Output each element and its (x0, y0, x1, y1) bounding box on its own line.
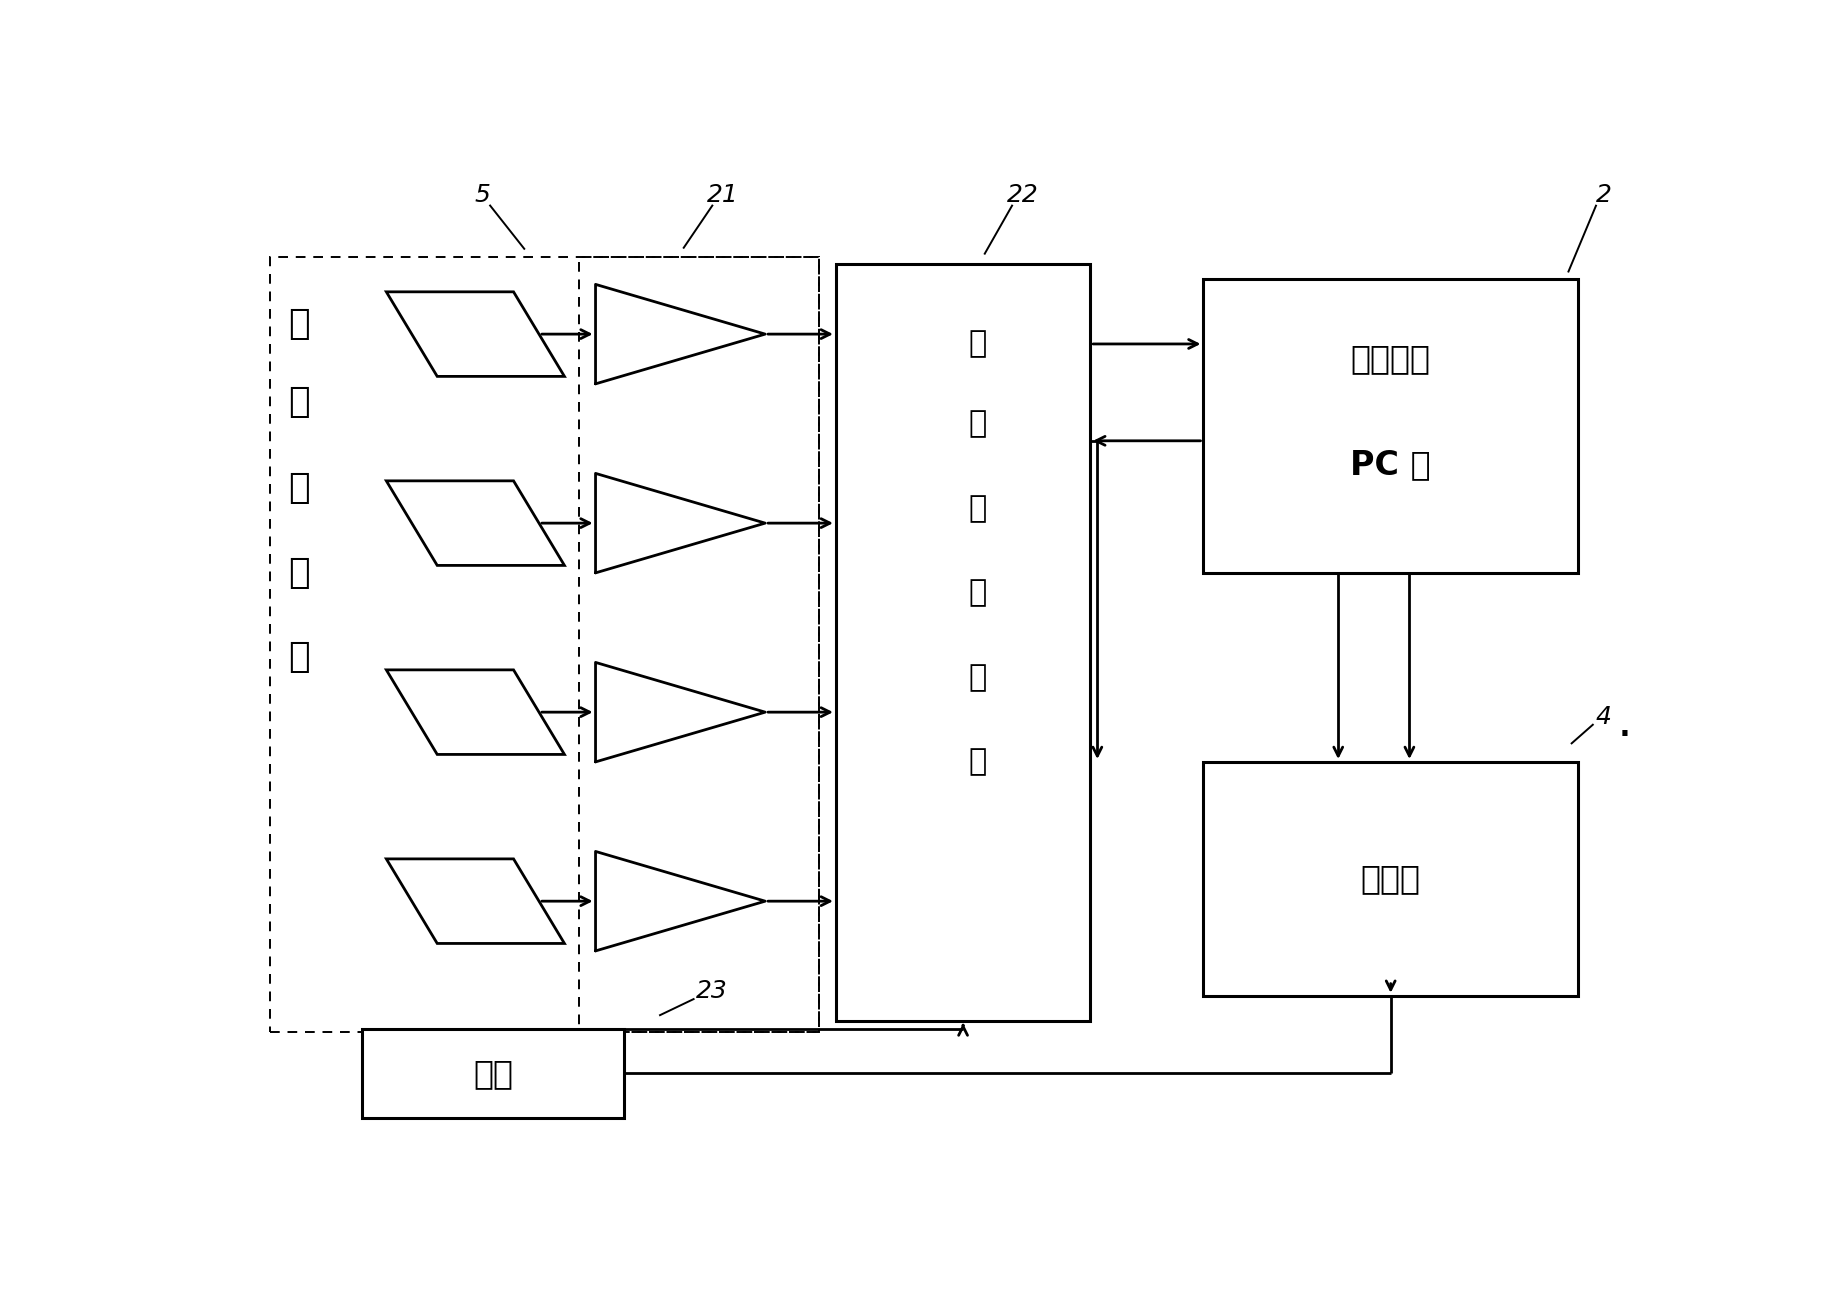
Bar (270, 257, 819, 1032)
Text: 数据处理: 数据处理 (1351, 342, 1429, 375)
Text: .: . (1615, 698, 1632, 745)
Text: 功: 功 (968, 494, 986, 523)
Text: 块: 块 (968, 747, 986, 776)
Text: 23: 23 (695, 979, 727, 1003)
Text: 传: 传 (288, 472, 310, 505)
Bar (578, 257, 819, 1032)
Text: 平: 平 (968, 329, 986, 359)
Text: 衡: 衡 (968, 410, 986, 438)
Polygon shape (386, 669, 563, 755)
Text: 4: 4 (1595, 705, 1610, 729)
Text: 22: 22 (1006, 183, 1037, 207)
Text: 能: 能 (968, 579, 986, 607)
Text: PC 机: PC 机 (1349, 448, 1431, 481)
Text: 感: 感 (288, 556, 310, 590)
Text: 打印机: 打印机 (1360, 862, 1420, 895)
Polygon shape (386, 859, 563, 943)
Text: 电源: 电源 (472, 1057, 512, 1089)
Text: 压: 压 (288, 307, 310, 341)
Text: 器: 器 (288, 641, 310, 674)
Bar (1203, 762, 1577, 996)
Text: 2: 2 (1595, 183, 1610, 207)
Text: 21: 21 (707, 183, 738, 207)
Bar (1203, 279, 1577, 572)
Polygon shape (386, 292, 563, 376)
Bar (835, 265, 1090, 1021)
Text: 模: 模 (968, 663, 986, 691)
Bar (363, 1028, 623, 1118)
Text: 力: 力 (288, 385, 310, 419)
Text: 5: 5 (474, 183, 490, 207)
Polygon shape (386, 481, 563, 566)
